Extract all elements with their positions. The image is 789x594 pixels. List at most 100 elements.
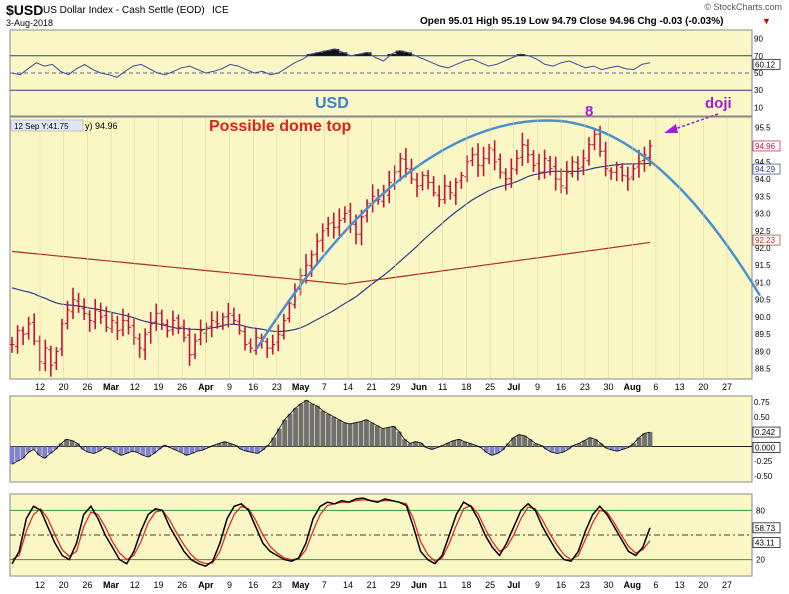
eight-annotation: 8: [585, 103, 593, 120]
doji-arrow-head: [664, 124, 678, 133]
bottom-x-tick-label: Jul: [507, 580, 520, 590]
rsi-overbought-fill: [331, 48, 340, 56]
short-ma-value: 94.29: [755, 165, 776, 174]
price-x-tick-label: 13: [675, 382, 685, 392]
bottom-x-tick-label: 20: [59, 580, 69, 590]
price-last-close-box: [752, 140, 781, 152]
stoch-k-value: 58.73: [755, 524, 776, 533]
macd-histogram-bar: [527, 439, 533, 447]
macd-histogram-bar: [347, 423, 353, 447]
macd-histogram-bar: [304, 400, 309, 447]
price-x-tick-label: 12: [130, 382, 140, 392]
macd-histogram-bar: [380, 428, 386, 447]
stoch-tick-label: 20: [756, 556, 765, 565]
macd-histogram-bar: [15, 446, 20, 462]
bottom-x-tick-label: 26: [82, 580, 92, 590]
macd-histogram-bar: [249, 446, 255, 453]
macd-histogram-bar: [549, 446, 555, 453]
macd-histogram-bar: [467, 443, 473, 447]
macd-histogram-bar: [47, 446, 53, 454]
rsi-overbought-fill: [363, 52, 372, 56]
macd-histogram-bar: [42, 446, 48, 459]
bottom-x-tick-label: 16: [248, 580, 258, 590]
macd-histogram-bar: [456, 439, 462, 447]
macd-histogram-bar: [396, 431, 402, 447]
price-x-tick-label: 18: [461, 382, 471, 392]
ohlc-summary: Open 95.01 High 95.19 Low 94.79 Close 94…: [420, 16, 723, 27]
macd-histogram-bar: [216, 443, 222, 447]
price-x-tick-label: 16: [556, 382, 566, 392]
macd-histogram-bar: [325, 413, 331, 447]
rsi-overbought-fill: [306, 54, 316, 56]
macd-histogram-bar: [69, 440, 75, 447]
axis-layer: 12 12 20 20 26 26 Mar Mar 12 12 19 19 26 26 Apr Apr 9 9 16…: [35, 117, 732, 590]
macd-histogram-bar: [554, 446, 560, 454]
macd-tick-label: -0.50: [754, 472, 773, 481]
price-x-tick-label: 11: [438, 382, 447, 392]
bottom-x-tick-label: 14: [343, 580, 353, 590]
macd-histogram-bar: [271, 437, 277, 447]
macd-histogram-bar: [25, 446, 31, 453]
macd-histogram-bar: [565, 446, 571, 450]
macd-histogram-bar: [254, 446, 260, 454]
macd-histogram-bar: [625, 446, 631, 448]
macd-histogram-bar: [609, 446, 615, 450]
macd-histogram-bar: [189, 446, 195, 454]
price-tick-label: 91.0: [755, 278, 771, 287]
macd-histogram-bar: [358, 421, 364, 447]
macd-histogram-bar: [309, 403, 315, 447]
macd-histogram-bar: [276, 428, 282, 447]
macd-histogram-bar: [244, 446, 249, 452]
price-tick-label: 94.0: [755, 175, 771, 184]
macd-histogram-bar: [222, 441, 228, 447]
macd-histogram-bar: [336, 419, 342, 447]
macd-histogram-bar: [424, 446, 429, 448]
bottom-x-tick-label: Mar: [103, 580, 120, 590]
bottom-x-tick-label: 21: [367, 580, 377, 590]
usd-annotation: USD: [315, 95, 349, 112]
macd-histogram-bar: [260, 446, 266, 450]
macd-histogram-bar: [135, 446, 140, 453]
bottom-x-tick-label: Jun: [411, 580, 427, 590]
price-tick-label: 93.0: [755, 210, 771, 219]
price-tick-label: 90.0: [755, 313, 771, 322]
price-tick-label: 89.5: [755, 330, 771, 339]
price-x-tick-label: 25: [485, 382, 495, 392]
macd-histogram-bar: [58, 443, 64, 447]
macd-histogram-bar: [582, 440, 587, 447]
macd-histogram-bar: [587, 437, 593, 447]
macd-histogram-bar: [538, 445, 544, 447]
macd-zero-value-box: [752, 442, 781, 453]
macd-histogram-bar: [145, 446, 151, 458]
rsi-tick-label: 50: [754, 69, 763, 78]
macd-histogram-bar: [631, 443, 637, 447]
price-x-tick-label: 30: [604, 382, 614, 392]
price-x-tick-label: 26: [177, 382, 187, 392]
bottom-x-tick-label: 30: [604, 580, 614, 590]
price-x-tick-label: 26: [82, 382, 92, 392]
price-x-tick-label: 21: [367, 382, 377, 392]
macd-histogram-bar: [20, 446, 26, 459]
price-x-tick-label: Mar: [103, 382, 120, 392]
macd-histogram-bar: [543, 446, 549, 450]
rsi-overbought-fill: [355, 54, 364, 56]
macd-histogram-bar: [511, 437, 517, 447]
macd-histogram-bar: [64, 439, 69, 447]
macd-histogram-bar: [80, 446, 86, 450]
exchange-label: ICE: [212, 5, 229, 16]
bottom-x-tick-label: Aug: [623, 580, 641, 590]
rsi-tick-label: 90: [754, 35, 763, 44]
macd-histogram-bar: [364, 419, 369, 447]
bottom-x-tick-label: 12: [35, 580, 45, 590]
rsi-overbought-fill: [339, 52, 348, 56]
price-x-tick-label: 9: [535, 382, 540, 392]
macd-tick-label: 0.50: [754, 413, 770, 422]
macd-histogram-bar: [118, 446, 124, 456]
price-x-tick-label: 9: [227, 382, 232, 392]
macd-histogram-bar: [353, 422, 358, 447]
macd-tick-label: 0.75: [754, 398, 770, 407]
macd-histogram-bar: [462, 441, 467, 447]
rsi-overbought-fill: [395, 50, 404, 56]
macd-histogram-bar: [620, 446, 626, 450]
price-x-tick-label: 14: [343, 382, 353, 392]
